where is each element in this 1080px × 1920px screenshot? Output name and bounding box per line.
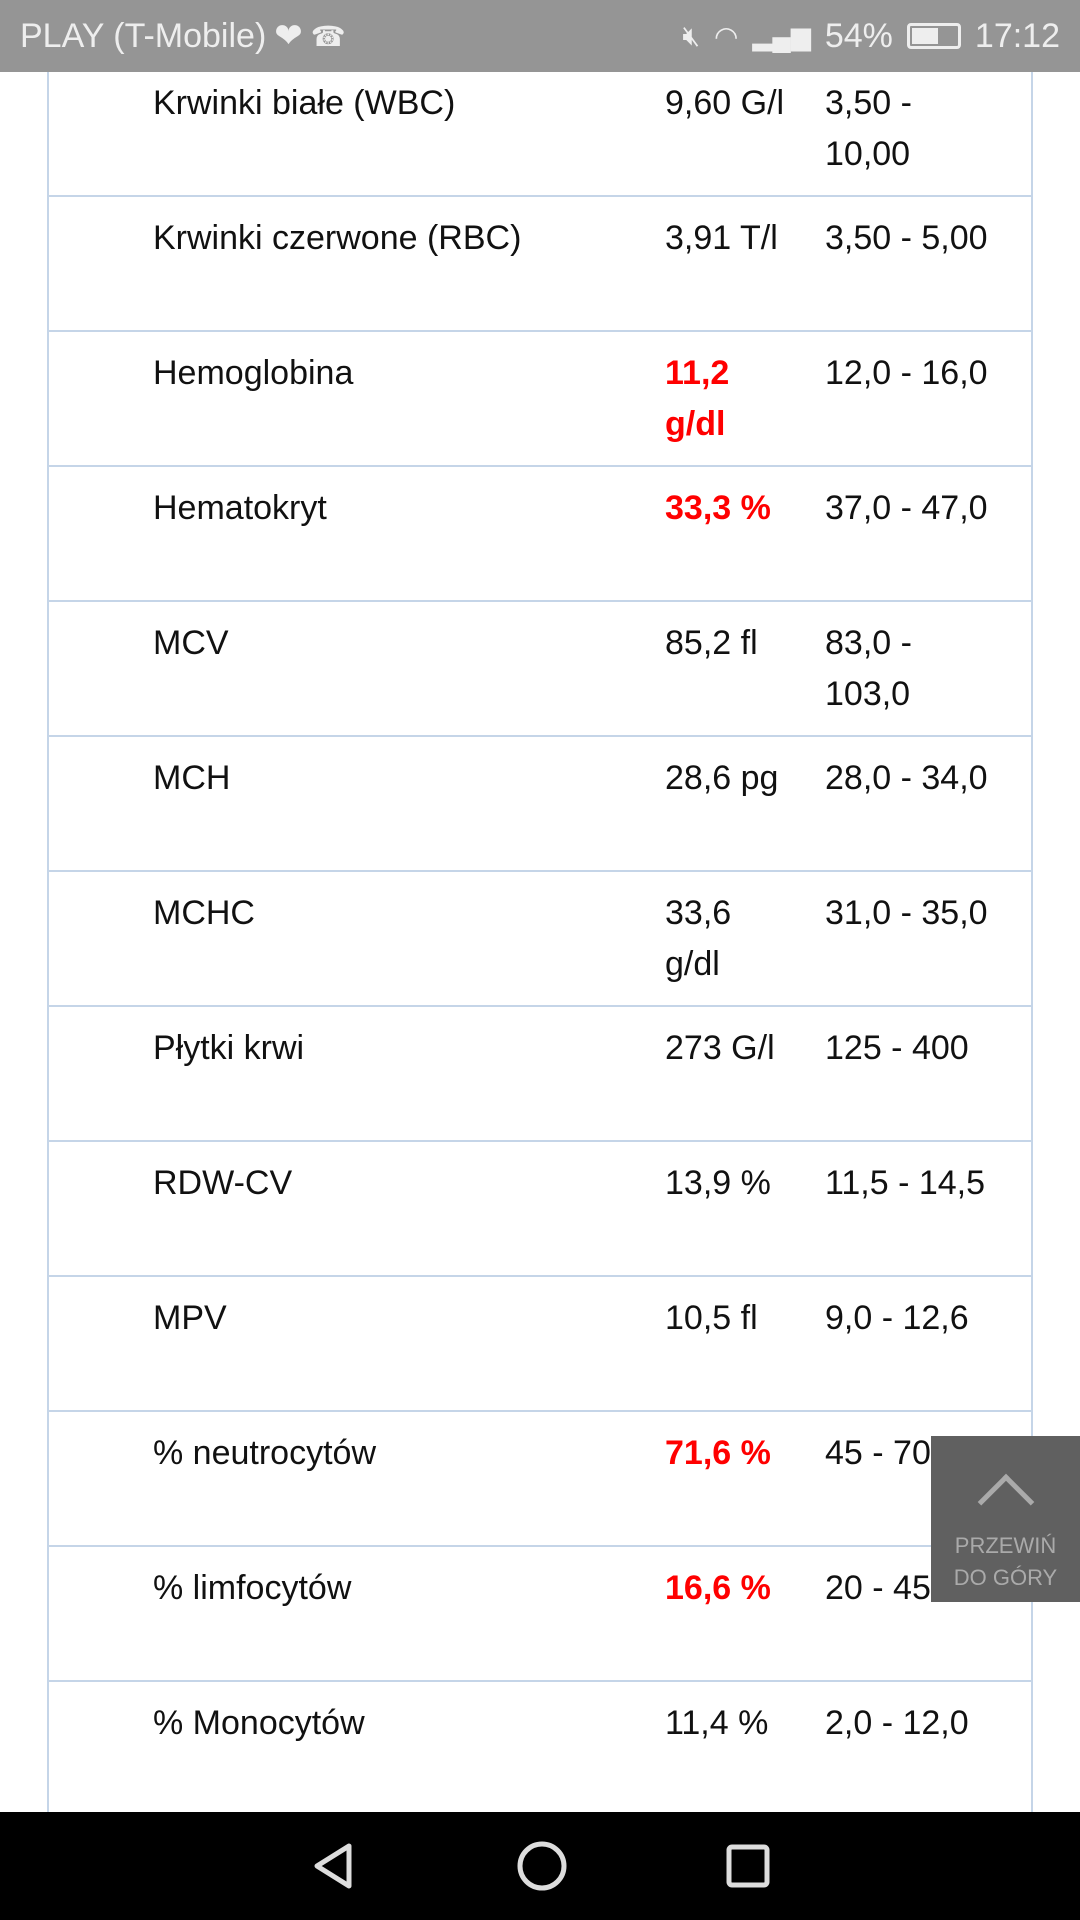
- test-name: Płytki krwi: [153, 1029, 305, 1067]
- status-bar: PLAY (T-Mobile) ❤ ☎ 🔇︎ ◠ ▂▄▆ 54% 17:12: [0, 0, 1080, 72]
- reference-range: 83,0 - 103,0: [825, 624, 912, 713]
- table-row: % Monocytów 11,4 % 2,0 - 12,0: [49, 1682, 1031, 1817]
- results-table: Krwinki białe (WBC) 9,60 G/l 3,50 - 10,0…: [47, 62, 1033, 1817]
- test-name: % limfocytów: [153, 1569, 352, 1607]
- test-value: 3,91 T/l: [665, 219, 778, 257]
- test-name: MCH: [153, 759, 231, 797]
- test-value: 11,2 g/dl: [665, 354, 730, 443]
- scroll-to-top-button[interactable]: PRZEWIŃ DO GÓRY: [931, 1436, 1080, 1602]
- table-row: Krwinki czerwone (RBC) 3,91 T/l 3,50 - 5…: [49, 197, 1031, 332]
- carrier-label: PLAY (T-Mobile): [20, 16, 267, 55]
- reference-range: 45 - 70: [825, 1434, 931, 1472]
- missed-call-icon: ☎: [310, 20, 346, 52]
- reference-range: 9,0 - 12,6: [825, 1299, 969, 1337]
- table-row: % neutrocytów 71,6 % 45 - 70: [49, 1412, 1031, 1547]
- test-name: MCHC: [153, 894, 255, 932]
- table-row: RDW-CV 13,9 % 11,5 - 14,5: [49, 1142, 1031, 1277]
- battery-percent: 54%: [824, 16, 893, 55]
- reference-range: 28,0 - 34,0: [825, 759, 988, 797]
- test-name: Hemoglobina: [153, 354, 354, 392]
- table-row: MCV 85,2 fl 83,0 - 103,0: [49, 602, 1031, 737]
- test-name: % neutrocytów: [153, 1434, 376, 1472]
- reference-range: 3,50 - 10,00: [825, 84, 912, 173]
- test-value: 85,2 fl: [665, 624, 758, 662]
- test-value: 33,6 g/dl: [665, 894, 732, 983]
- test-name: % Monocytów: [153, 1704, 365, 1742]
- reference-range: 12,0 - 16,0: [825, 354, 988, 392]
- test-value: 13,9 %: [665, 1164, 771, 1202]
- clock: 17:12: [974, 16, 1060, 55]
- table-row: Hematokryt 33,3 % 37,0 - 47,0: [49, 467, 1031, 602]
- reference-range: 31,0 - 35,0: [825, 894, 988, 932]
- test-value: 9,60 G/l: [665, 84, 785, 122]
- test-name: Krwinki białe (WBC): [153, 84, 456, 122]
- test-value: 28,6 pg: [665, 759, 779, 797]
- test-name: MPV: [153, 1299, 227, 1337]
- table-row: MPV 10,5 fl 9,0 - 12,6: [49, 1277, 1031, 1412]
- home-icon[interactable]: [516, 1840, 568, 1892]
- table-row: MCH 28,6 pg 28,0 - 34,0: [49, 737, 1031, 872]
- wifi-icon: ◠: [713, 20, 739, 52]
- recents-icon[interactable]: [725, 1843, 771, 1889]
- test-value: 273 G/l: [665, 1029, 775, 1067]
- scroll-to-top-label: PRZEWIŃ DO GÓRY: [953, 1533, 1058, 1590]
- table-row: Płytki krwi 273 G/l 125 - 400: [49, 1007, 1031, 1142]
- reference-range: 3,50 - 5,00: [825, 219, 988, 257]
- reference-range: 2,0 - 12,0: [825, 1704, 969, 1742]
- table-row: MCHC 33,6 g/dl 31,0 - 35,0: [49, 872, 1031, 1007]
- reference-range: 20 - 45: [825, 1569, 931, 1607]
- test-value: 71,6 %: [665, 1434, 771, 1472]
- test-name: Krwinki czerwone (RBC): [153, 219, 522, 257]
- navigation-bar: [0, 1812, 1080, 1920]
- reference-range: 11,5 - 14,5: [825, 1164, 986, 1202]
- heart-rate-icon: ❤: [274, 17, 303, 55]
- test-value: 11,4 %: [665, 1704, 769, 1742]
- reference-range: 125 - 400: [825, 1029, 969, 1067]
- test-name: Hematokryt: [153, 489, 327, 527]
- mute-icon: 🔇︎: [682, 19, 700, 51]
- test-value: 10,5 fl: [665, 1299, 758, 1337]
- test-name: MCV: [153, 624, 229, 662]
- table-row: Hemoglobina 11,2 g/dl 12,0 - 16,0: [49, 332, 1031, 467]
- back-icon[interactable]: [309, 1841, 359, 1891]
- test-value: 16,6 %: [665, 1569, 771, 1607]
- table-row: % limfocytów 16,6 % 20 - 45: [49, 1547, 1031, 1682]
- battery-icon: [906, 23, 961, 49]
- signal-roaming-icon: ▂▄▆: [752, 20, 811, 51]
- chevron-up-icon: [977, 1473, 1034, 1531]
- table-row: Krwinki białe (WBC) 9,60 G/l 3,50 - 10,0…: [49, 62, 1031, 197]
- test-name: RDW-CV: [153, 1164, 293, 1202]
- test-value: 33,3 %: [665, 489, 771, 527]
- reference-range: 37,0 - 47,0: [825, 489, 988, 527]
